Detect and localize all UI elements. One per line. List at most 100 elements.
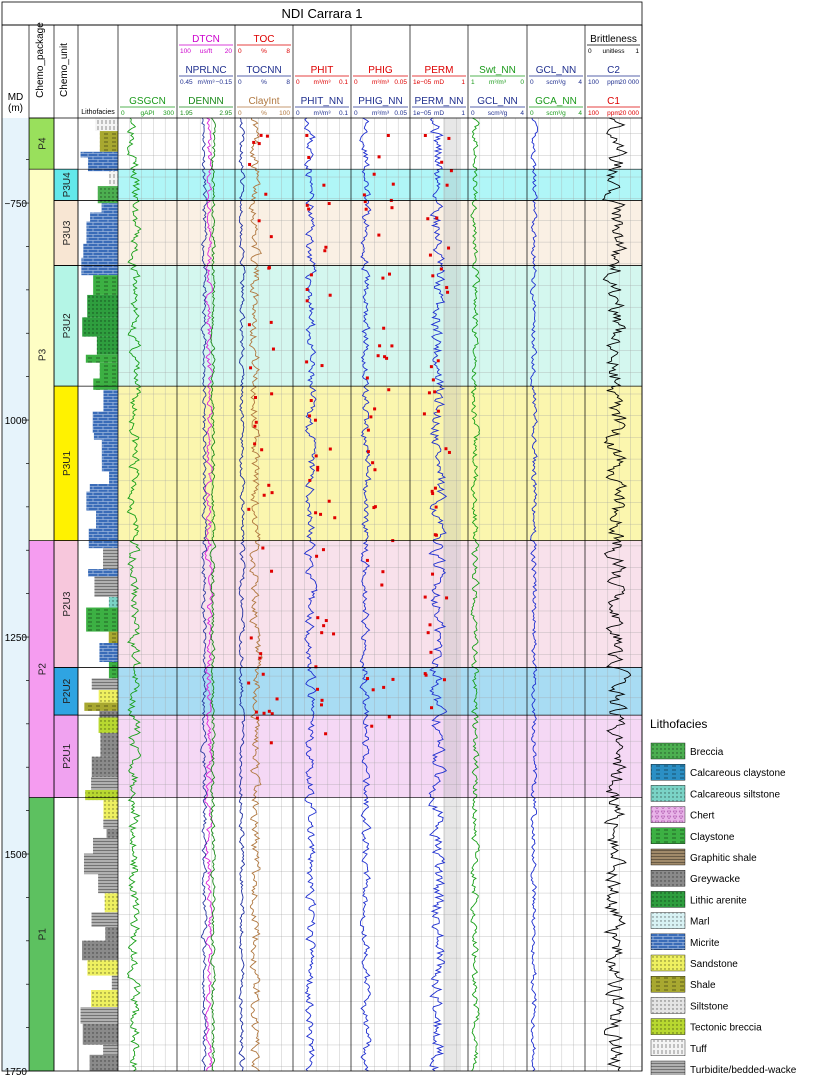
core-point <box>390 344 394 348</box>
core-point <box>366 428 370 432</box>
chemo-unit-title: Chemo_unit <box>59 43 70 97</box>
core-point <box>387 715 391 719</box>
legend-entry-label: Micrite <box>690 938 720 949</box>
scale-min: 0 <box>238 48 242 55</box>
core-point <box>305 299 309 303</box>
scale-max: 4 <box>520 110 524 117</box>
log-curve-den-0 <box>203 117 214 1072</box>
core-point <box>269 741 273 745</box>
chemo-package-label: P4 <box>38 137 49 150</box>
core-point <box>387 272 391 276</box>
litho-bed-pattern <box>83 853 118 875</box>
litho-bed-pattern <box>81 257 118 276</box>
legend-entry-label: Lithic arenite <box>690 895 747 906</box>
litho-bed-pattern <box>89 1054 118 1071</box>
track-den-header-2: DENNN <box>188 96 224 107</box>
track-phig-header-0: PHIG <box>368 65 393 76</box>
scale-max: 100 <box>279 110 290 117</box>
unit-band-p2u1 <box>118 715 642 798</box>
core-point <box>262 711 266 715</box>
core-point <box>422 412 426 416</box>
unit-band-p2u2 <box>118 667 642 716</box>
track-phig-header-1: PHIG_NN <box>358 96 402 107</box>
core-point <box>313 418 317 422</box>
core-point <box>309 273 313 277</box>
core-point <box>440 160 444 164</box>
core-point <box>314 454 318 458</box>
litho-bed-pattern <box>85 790 118 801</box>
core-point <box>377 233 381 237</box>
chemo-package-p2 <box>28 540 55 798</box>
unit-band-p3u4 <box>118 169 642 201</box>
legend-swatch-pattern <box>651 997 685 1014</box>
legend-entry-label: Marl <box>690 917 709 928</box>
litho-bed-pattern <box>101 462 118 472</box>
core-point <box>447 450 451 454</box>
scale-max: −0.15 <box>216 79 233 86</box>
track-toc-header-0: TOC <box>254 34 275 45</box>
core-point <box>319 512 323 516</box>
legend-entry-label: Breccia <box>690 747 724 758</box>
core-point <box>423 595 427 599</box>
scale-unit: m³/m³ <box>372 79 390 86</box>
chemo-unit-p3u1 <box>53 385 79 541</box>
core-point <box>254 710 258 714</box>
litho-bed-pattern <box>109 471 118 485</box>
core-point <box>267 266 271 270</box>
litho-bed-pattern <box>86 607 118 632</box>
litho-bed-pattern <box>93 378 118 390</box>
litho-bed-pattern <box>103 819 118 830</box>
litho-bed-pattern <box>91 912 118 927</box>
core-point <box>308 478 312 482</box>
core-point <box>270 569 274 573</box>
core-point <box>434 505 438 509</box>
core-point <box>430 489 434 493</box>
core-point <box>385 356 389 360</box>
core-point <box>271 347 275 351</box>
litho-bed-pattern <box>87 294 118 318</box>
core-point <box>446 290 450 294</box>
scale-max: 4 <box>578 79 582 86</box>
md-tick-label: 1750 <box>5 1067 28 1075</box>
core-point <box>248 162 252 166</box>
core-point <box>307 207 311 211</box>
unit-band-p3u3 <box>118 200 642 266</box>
chemo-unit-label: P3U1 <box>62 450 73 475</box>
scale-unit: m³/m³ <box>489 79 507 86</box>
core-point <box>383 355 387 359</box>
core-point <box>305 203 309 207</box>
litho-bed-pattern <box>93 275 118 295</box>
litho-bed-pattern <box>103 548 118 570</box>
core-point <box>382 326 386 330</box>
scale-max: 300 <box>163 110 174 117</box>
scale-max: 8 <box>286 79 290 86</box>
core-point <box>430 706 434 710</box>
core-point <box>439 267 443 271</box>
scale-max: 0.05 <box>394 110 407 117</box>
core-point <box>365 558 369 562</box>
md-tick-label: −750 <box>4 199 27 210</box>
core-point <box>270 712 274 716</box>
core-point <box>426 217 430 221</box>
litho-bed-pattern <box>91 776 118 791</box>
scale-min: 100 <box>588 79 599 86</box>
scale-unit: gAPI <box>140 110 154 117</box>
litho-bed-pattern <box>96 510 118 529</box>
core-point <box>328 447 332 451</box>
legend-entry-label: Claystone <box>690 832 735 843</box>
log-curve-phig-0 <box>359 117 372 1072</box>
track-den-header-1: NPRLNC <box>185 65 226 76</box>
scale-unit: mD <box>434 79 444 86</box>
core-point <box>428 253 432 257</box>
scale-min: 0 <box>354 79 358 86</box>
litho-bed-pattern <box>93 837 118 854</box>
scale-max: 1 <box>635 48 639 55</box>
legend-swatch-pattern <box>651 933 685 950</box>
core-point <box>257 219 261 223</box>
scale-unit: % <box>261 48 267 55</box>
litho-bed-pattern <box>97 186 118 204</box>
scale-max: 2.95 <box>219 110 232 117</box>
unit-band-p2u3 <box>118 540 642 668</box>
legend-entry-label: Turbidite/bedded-wacke <box>690 1065 797 1075</box>
scale-unit: m³/m³ <box>198 79 216 86</box>
